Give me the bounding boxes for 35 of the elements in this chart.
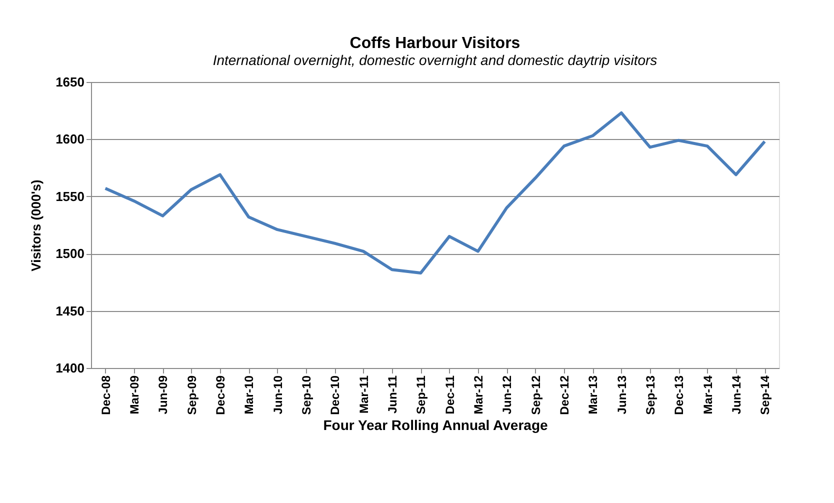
chart-title: Coffs Harbour Visitors [350, 35, 520, 52]
x-tick-label: Dec-11 [442, 375, 457, 414]
x-tick-label: Dec-12 [558, 375, 572, 415]
y-tick-label: 1450 [56, 303, 84, 318]
x-tick-label: Mar-14 [700, 375, 715, 414]
x-tick-label: Sep-14 [758, 375, 772, 415]
y-tick-label: 1500 [56, 246, 84, 262]
x-tick-label: Sep-09 [184, 375, 199, 415]
y-tick-label: 1650 [56, 74, 84, 90]
x-tick-label: Jun-10 [270, 375, 285, 414]
y-tick-label: 1600 [56, 132, 84, 147]
chart-subtitle: International overnight, domestic overnight and domestic daytrip visitors [212, 52, 658, 68]
line-series [104, 111, 766, 275]
x-tick-label: Jun-13 [614, 375, 629, 414]
y-tick-label: 1550 [56, 188, 84, 204]
x-tick-label: Mar-12 [472, 375, 486, 414]
x-tick-label: Mar-10 [242, 375, 256, 414]
x-tick-label: Sep-11 [414, 375, 428, 414]
x-tick-label: Dec-10 [328, 375, 342, 415]
y-axis-title: Visitors (000's) [28, 180, 44, 272]
x-tick-label: Mar-09 [128, 375, 142, 414]
x-tick-label: Jun-09 [156, 375, 170, 414]
x-tick-label: Sep-13 [644, 375, 658, 415]
x-tick-label: Mar-13 [586, 375, 600, 414]
x-tick-label: Jun-11 [386, 375, 400, 414]
x-tick-label: Mar-11 [356, 375, 371, 414]
x-tick-label: Dec-09 [214, 375, 228, 415]
x-tick-label: Dec-13 [672, 375, 686, 415]
y-tick-label: 1400 [56, 360, 84, 376]
x-tick-label: Jun-14 [730, 375, 744, 414]
x-tick-label: Sep-12 [528, 375, 543, 415]
x-axis-title: Four Year Rolling Annual Average [323, 416, 548, 433]
x-tick-label: Sep-10 [300, 375, 314, 415]
x-tick-label: Dec-08 [98, 375, 113, 415]
x-tick-label: Jun-12 [500, 375, 514, 414]
